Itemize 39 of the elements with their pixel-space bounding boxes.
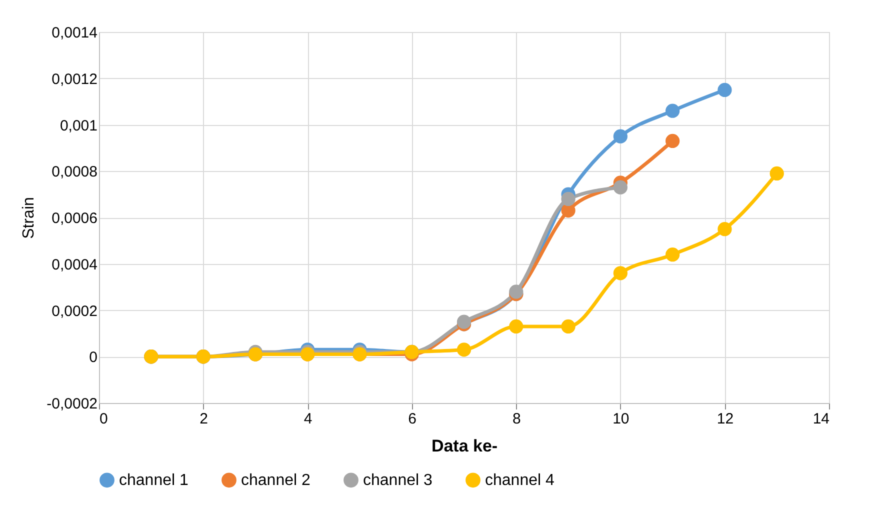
point (666, 134, 680, 148)
point (561, 192, 576, 206)
x-tick-label: 12 (716, 410, 734, 428)
point (770, 166, 784, 180)
point (456, 342, 472, 357)
x-tick-label: 0 (100, 410, 108, 428)
legend-label: channel 2 (241, 472, 310, 490)
point (613, 180, 628, 194)
x-tick-label: 2 (200, 410, 208, 428)
legend-label: channel 3 (363, 472, 432, 490)
point (561, 203, 576, 218)
y-tick-label: 0 (89, 349, 98, 366)
legend-label: channel 4 (485, 472, 554, 490)
x-tick-label: 4 (304, 410, 312, 428)
legend-label: channel 1 (119, 472, 188, 490)
point (509, 284, 524, 299)
y-tick-label: 0,0014 (52, 24, 98, 42)
y-tick-label: 0,0008 (52, 164, 98, 181)
point (509, 319, 524, 334)
point (718, 222, 732, 236)
point (561, 319, 576, 334)
x-tick-label: 8 (512, 410, 521, 428)
y-tick-label: 0,0002 (52, 302, 98, 320)
x-tick-label: 6 (408, 410, 417, 428)
x-tick-label: 14 (812, 410, 830, 428)
point (613, 266, 628, 280)
y-tick-label: 0,0012 (52, 70, 98, 88)
y-axis-title: Strain (20, 197, 38, 239)
x-tick-label: 10 (612, 410, 630, 428)
point (666, 248, 680, 262)
y-tick-label: 0,0004 (52, 256, 98, 274)
point (718, 82, 732, 98)
x-axis-title: Data ke- (431, 436, 498, 456)
y-tick-label: 0,001 (60, 117, 98, 134)
y-tick-label: -0,0002 (46, 396, 98, 412)
point (666, 104, 680, 118)
point (613, 129, 628, 144)
point (456, 314, 472, 329)
y-tick-label: 0,0006 (52, 210, 98, 227)
